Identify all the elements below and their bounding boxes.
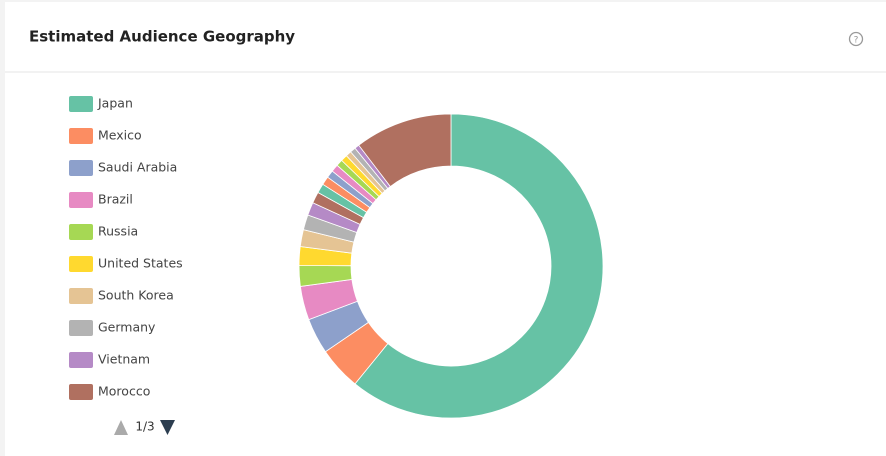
legend-next[interactable] [160,420,175,435]
donut-slice [354,113,604,419]
legend-label: Mexico [98,128,142,143]
donut-slice [358,113,452,188]
legend-swatch [69,288,93,304]
legend-swatch [69,352,93,368]
legend-label: Russia [98,224,138,239]
legend-swatch [69,192,93,208]
legend-page: 1/3 [135,420,154,434]
legend-swatch [69,384,93,400]
legend-label: Morocco [98,384,150,399]
legend-swatch [69,320,93,336]
legend-swatch [69,96,93,112]
legend-swatch [69,128,93,144]
legend-label: Saudi Arabia [98,160,177,175]
legend-swatch [69,160,93,176]
legend-swatch [69,256,93,272]
help-icon[interactable]: ? [848,31,864,47]
chart-title: Estimated Audience Geography [29,28,295,46]
legend-label: South Korea [98,288,174,303]
legend-label: Brazil [98,192,133,207]
svg-text:?: ? [854,36,859,46]
legend-label: Japan [97,96,133,111]
legend-swatch [69,224,93,240]
legend-prev[interactable] [114,420,128,435]
legend-label: Vietnam [98,352,150,367]
legend-label: United States [98,256,183,271]
legend-label: Germany [98,320,156,335]
